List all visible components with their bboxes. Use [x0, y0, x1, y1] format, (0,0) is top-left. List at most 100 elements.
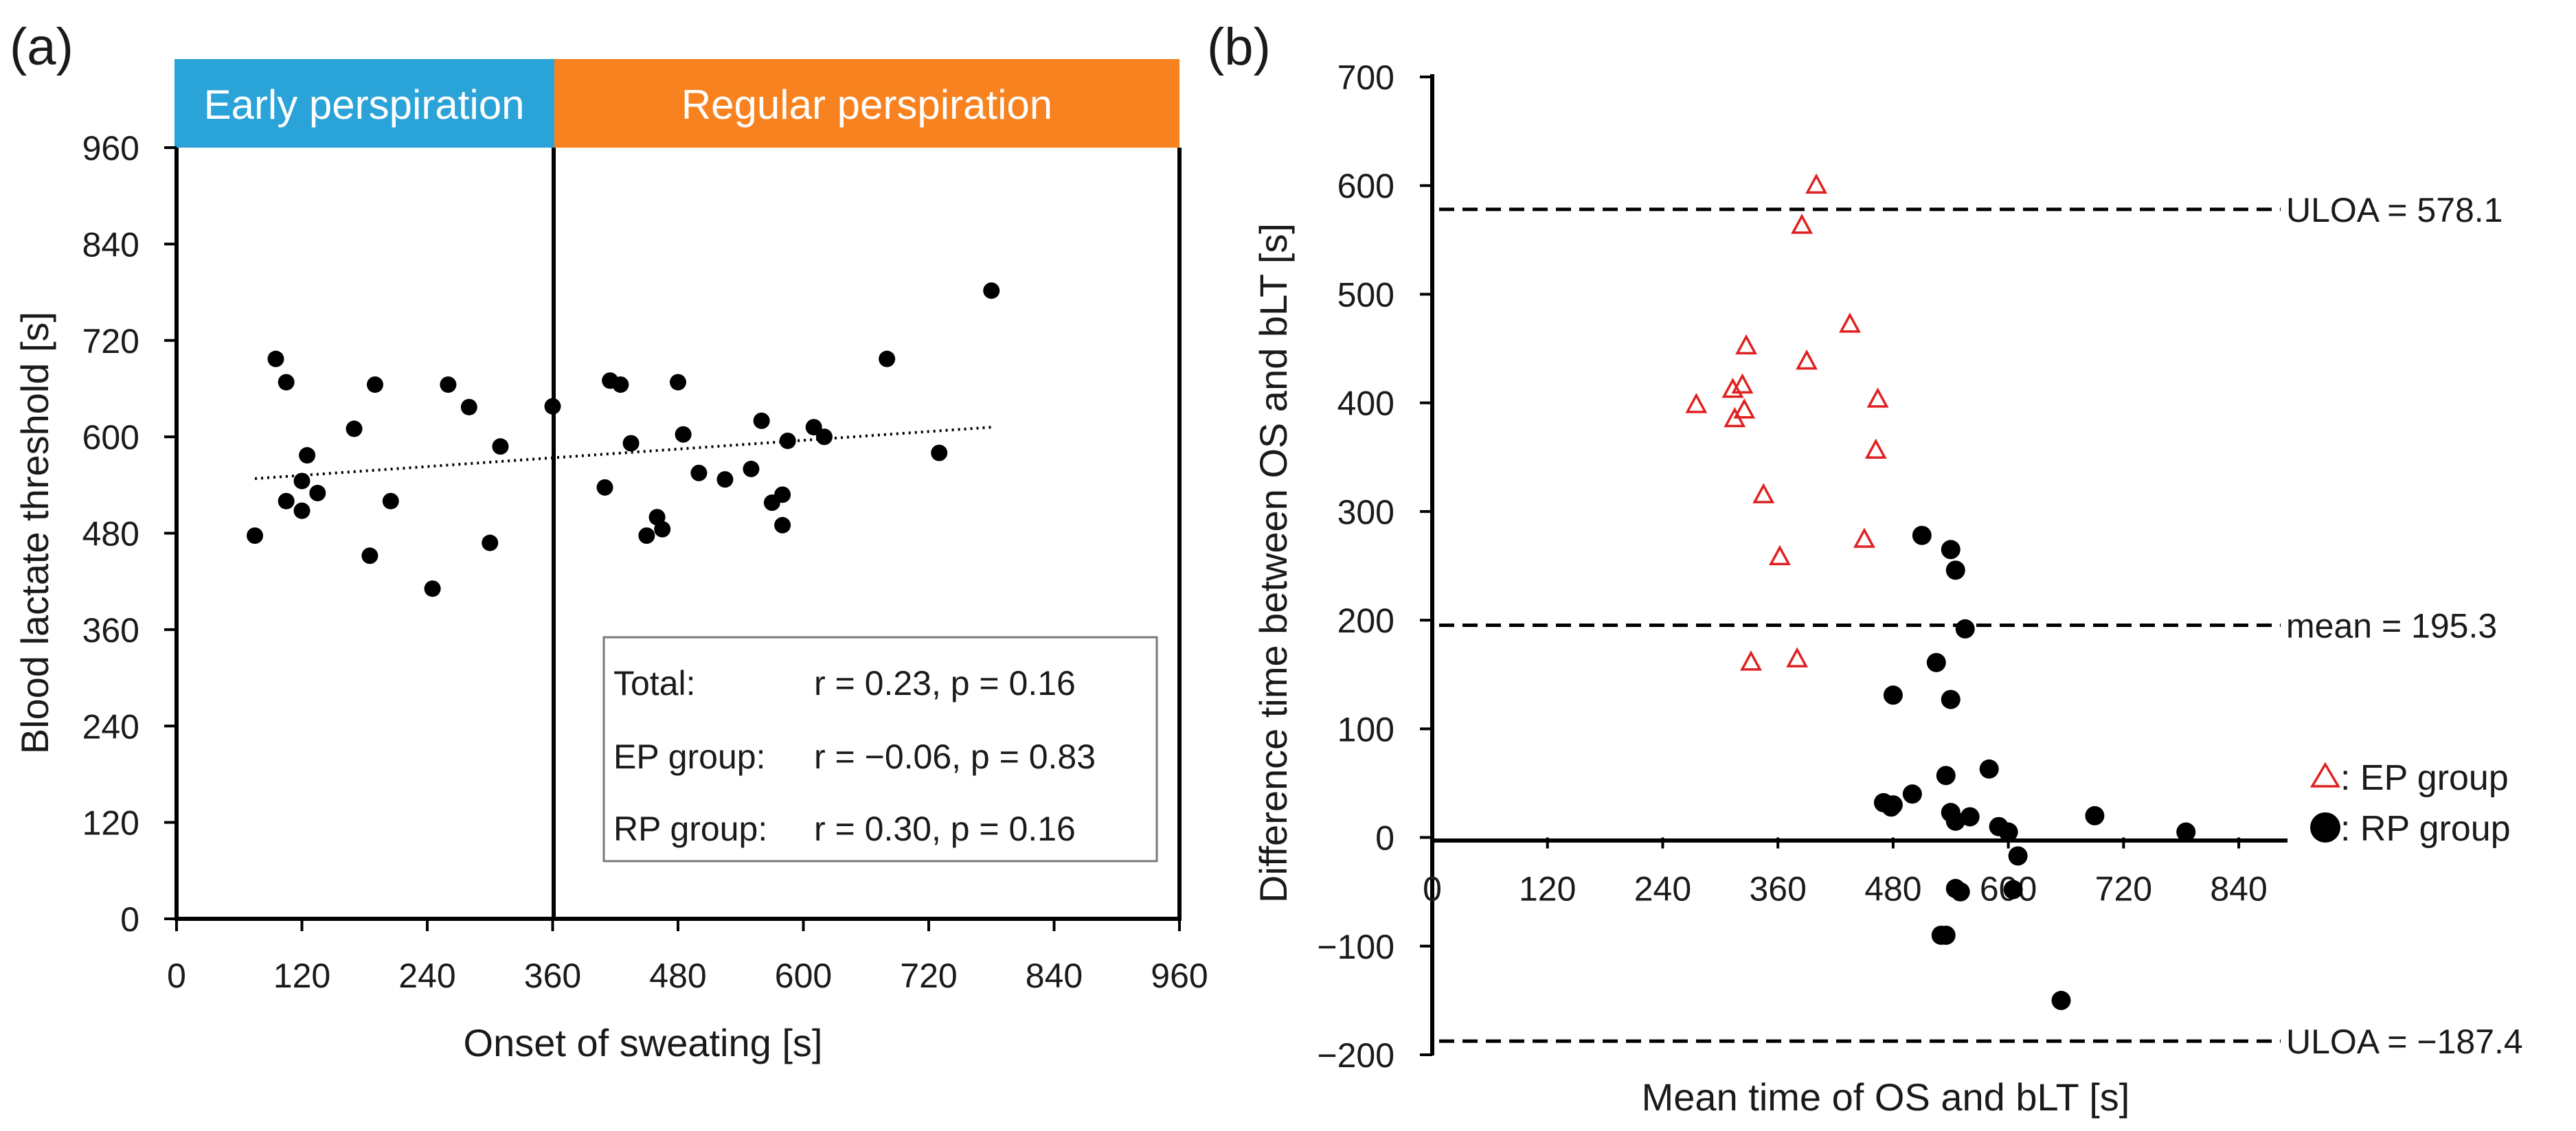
legend-circle-icon [2310, 812, 2340, 843]
region-early-bar [174, 59, 554, 148]
a-data-point [743, 460, 760, 477]
a-data-point [293, 472, 310, 490]
a-x-axis-title: Onset of sweating [s] [464, 1021, 823, 1064]
a-y-tick-label: 600 [82, 418, 139, 457]
a-data-point [774, 486, 791, 503]
a-x-tick-label: 360 [524, 957, 581, 995]
b-ep-point [1796, 349, 1818, 370]
legend-triangle-icon [2309, 762, 2341, 788]
a-y-tick-label: 240 [82, 707, 139, 746]
b-legend [2298, 742, 2553, 853]
a-trendline-group [254, 426, 992, 480]
a-y-tick-label: 0 [120, 900, 139, 939]
region-regular-label: Regular perspiration [681, 82, 1052, 128]
a-data-point [612, 376, 629, 393]
panel-b: (b) −200 −100 0 100 200 300 400 500 600 700 0 120 24… [1207, 18, 2553, 1119]
b-y-tick-label: 0 [1375, 819, 1394, 858]
b-ep-point [1731, 373, 1754, 394]
a-data-point [366, 376, 383, 393]
a-ticks: 0 120 240 360 480 600 720 840 960 0 120 240 360 480 60… [82, 129, 1208, 995]
a-data-point [779, 432, 796, 449]
b-y-tick-label: 200 [1337, 602, 1394, 640]
a-data-point [309, 485, 326, 502]
a-data-point [267, 350, 284, 367]
stats-ep-values: r = −0.06, p = 0.83 [814, 738, 1096, 776]
b-y-tick-label: 400 [1337, 385, 1394, 423]
b-rp-point [1945, 878, 1965, 898]
stats-rp-values: r = 0.30, p = 0.16 [814, 810, 1076, 848]
legend-rp-label: : RP group [2340, 809, 2511, 849]
b-rp-point [1979, 759, 1999, 779]
b-x-tick-label: 840 [2210, 870, 2267, 909]
b-x-tick-label: 480 [1864, 870, 1921, 909]
b-x-tick-label: 0 [1423, 870, 1442, 909]
b-rp-point [1883, 685, 1903, 705]
b-reference-label: ULOA = −187.4 [2286, 1023, 2523, 1061]
a-data-point [931, 444, 948, 461]
a-data-point [670, 374, 686, 391]
b-reference-lines: ULOA = 578.1 mean = 195.3 ULOA = −187.4 [1439, 191, 2523, 1061]
a-data-point [544, 398, 561, 415]
b-ep-point [1685, 393, 1708, 413]
b-points [1685, 173, 2196, 1010]
b-x-tick-label: 120 [1519, 870, 1576, 909]
region-regular-bar [554, 59, 1179, 148]
a-y-axis-title: Blood lactate threshold [s] [13, 312, 56, 754]
a-x-tick-label: 480 [649, 957, 706, 995]
b-ep-point [1735, 334, 1757, 355]
b-reference-label: ULOA = 578.1 [2286, 191, 2503, 229]
stats-total-group: Total: [613, 664, 696, 702]
b-rp-point [2008, 846, 2028, 866]
b-x-tick-label: 240 [1634, 870, 1691, 909]
a-data-point [361, 547, 379, 564]
b-y-tick-label: 700 [1337, 58, 1394, 97]
b-rp-point [1945, 560, 1965, 580]
a-x-tick-label: 240 [398, 957, 455, 995]
a-data-point [492, 438, 509, 455]
a-data-point [247, 527, 264, 545]
a-y-tick-label: 360 [82, 611, 139, 650]
a-data-point [424, 580, 441, 597]
b-y-tick-label: 100 [1337, 710, 1394, 749]
a-x-tick-label: 120 [273, 957, 330, 995]
b-y-tick-label: 500 [1337, 275, 1394, 314]
b-ep-point [1752, 483, 1775, 503]
a-data-point [638, 527, 655, 545]
b-rp-point [1912, 525, 1932, 545]
a-y-tick-label: 120 [82, 804, 139, 843]
a-y-tick-label: 840 [82, 225, 139, 264]
a-x-tick-label: 720 [900, 957, 957, 995]
b-ep-point [1853, 527, 1875, 548]
a-data-point [382, 492, 399, 510]
a-data-point [346, 420, 363, 437]
b-ep-point [1733, 398, 1756, 419]
a-data-point [440, 376, 457, 393]
a-y-tick-label: 720 [82, 322, 139, 361]
stats-ep-group: EP group: [613, 738, 765, 776]
a-x-tick-label: 0 [167, 957, 186, 995]
a-trendline [254, 426, 992, 480]
legend-ep-label: : EP group [2340, 758, 2509, 798]
region-early-label: Early perspiration [204, 82, 525, 128]
b-rp-point [2085, 806, 2105, 825]
b-ep-point [1805, 173, 1828, 194]
a-y-tick-label: 480 [82, 515, 139, 553]
b-x-tick-label: 720 [2095, 870, 2152, 909]
a-data-point [879, 350, 896, 367]
b-reference-label: mean = 195.3 [2286, 607, 2497, 646]
a-data-point [716, 471, 734, 488]
b-y-axis-title: Difference time between OS and bLT [s] [1252, 223, 1295, 903]
a-data-point [675, 426, 692, 443]
b-x-axis-title: Mean time of OS and bLT [s] [1642, 1075, 2130, 1119]
b-x-tick-label: 360 [1749, 870, 1806, 909]
b-rp-point [1936, 766, 1956, 786]
b-ep-point [1866, 387, 1889, 408]
b-y-tick-label: −200 [1317, 1036, 1394, 1075]
a-points [247, 282, 1000, 597]
b-rp-point [1955, 619, 1975, 639]
panel-b-label: (b) [1207, 18, 1271, 76]
a-data-point [753, 412, 770, 429]
b-y-tick-label: 600 [1337, 167, 1394, 205]
